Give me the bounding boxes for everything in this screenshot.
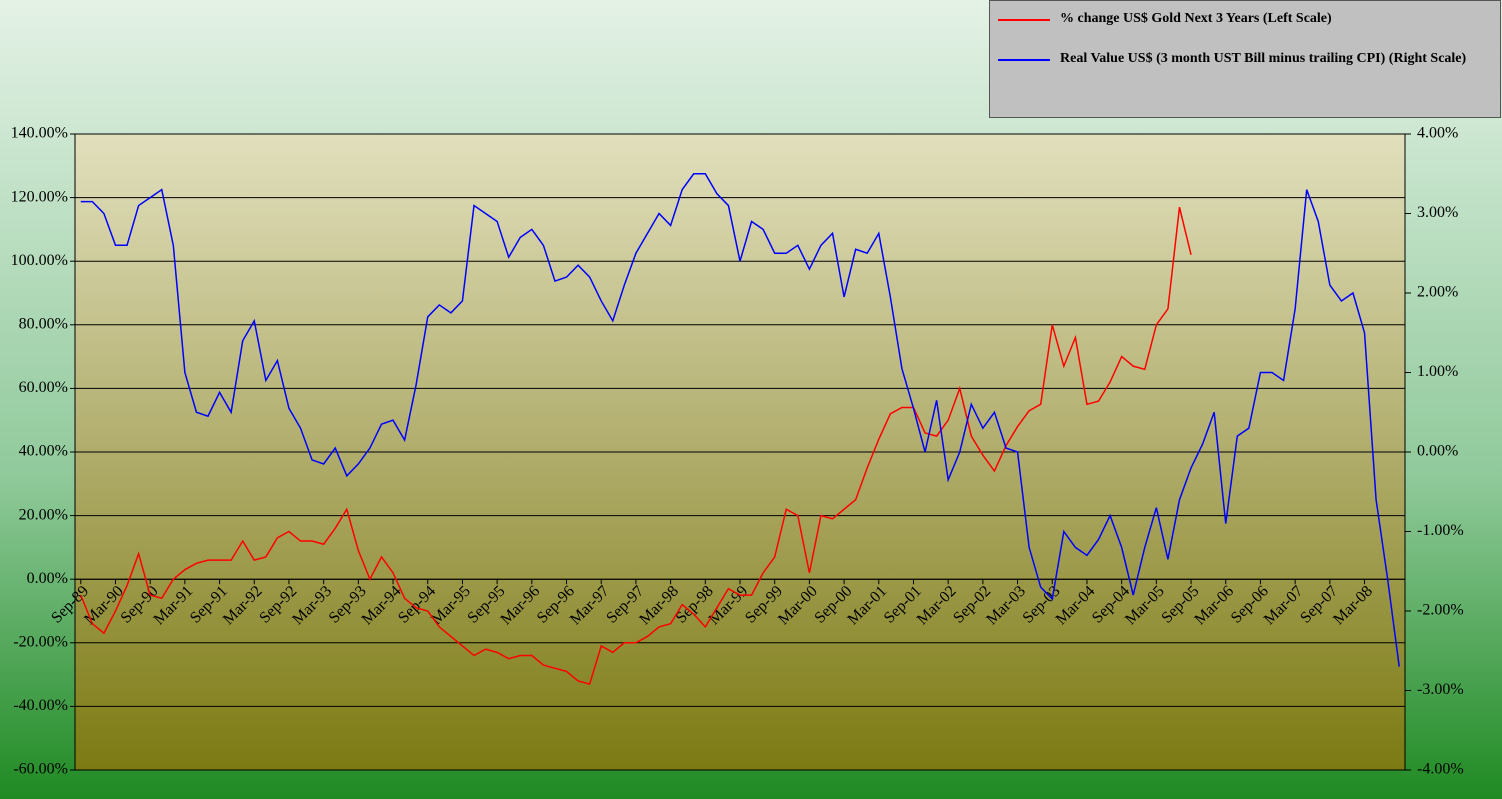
y2-tick-label: 2.00%: [1417, 284, 1458, 301]
legend: % change US$ Gold Next 3 Years (Left Sca…: [989, 0, 1501, 118]
legend-item: % change US$ Gold Next 3 Years (Left Sca…: [998, 11, 1492, 27]
y-tick-label: 0.00%: [27, 570, 68, 587]
y2-tick-label: 3.00%: [1417, 204, 1458, 221]
y2-tick-label: 1.00%: [1417, 363, 1458, 380]
y-tick-label: 140.00%: [11, 125, 68, 142]
y-tick-label: 120.00%: [11, 188, 68, 205]
legend-label: Real Value US$ (3 month UST Bill minus t…: [1060, 51, 1467, 66]
legend-label: % change US$ Gold Next 3 Years (Left Sca…: [1060, 11, 1332, 26]
y2-tick-label: 0.00%: [1417, 443, 1458, 460]
y-tick-label: -40.00%: [13, 697, 68, 714]
y-tick-label: 80.00%: [19, 315, 68, 332]
y-tick-label: 60.00%: [19, 379, 68, 396]
legend-swatch: [998, 59, 1050, 61]
legend-swatch: [998, 19, 1050, 21]
y-tick-label: 40.00%: [19, 443, 68, 460]
y2-tick-label: -3.00%: [1417, 681, 1464, 698]
y2-tick-label: -2.00%: [1417, 602, 1464, 619]
y2-tick-label: -1.00%: [1417, 522, 1464, 539]
y-tick-label: -20.00%: [13, 633, 68, 650]
y-tick-label: -60.00%: [13, 761, 68, 778]
y-tick-label: 100.00%: [11, 252, 68, 269]
y-tick-label: 20.00%: [19, 506, 68, 523]
legend-item: Real Value US$ (3 month UST Bill minus t…: [998, 51, 1492, 67]
y2-tick-label: -4.00%: [1417, 761, 1464, 778]
series-line: [80, 173, 1400, 667]
y2-tick-label: 4.00%: [1417, 125, 1458, 142]
